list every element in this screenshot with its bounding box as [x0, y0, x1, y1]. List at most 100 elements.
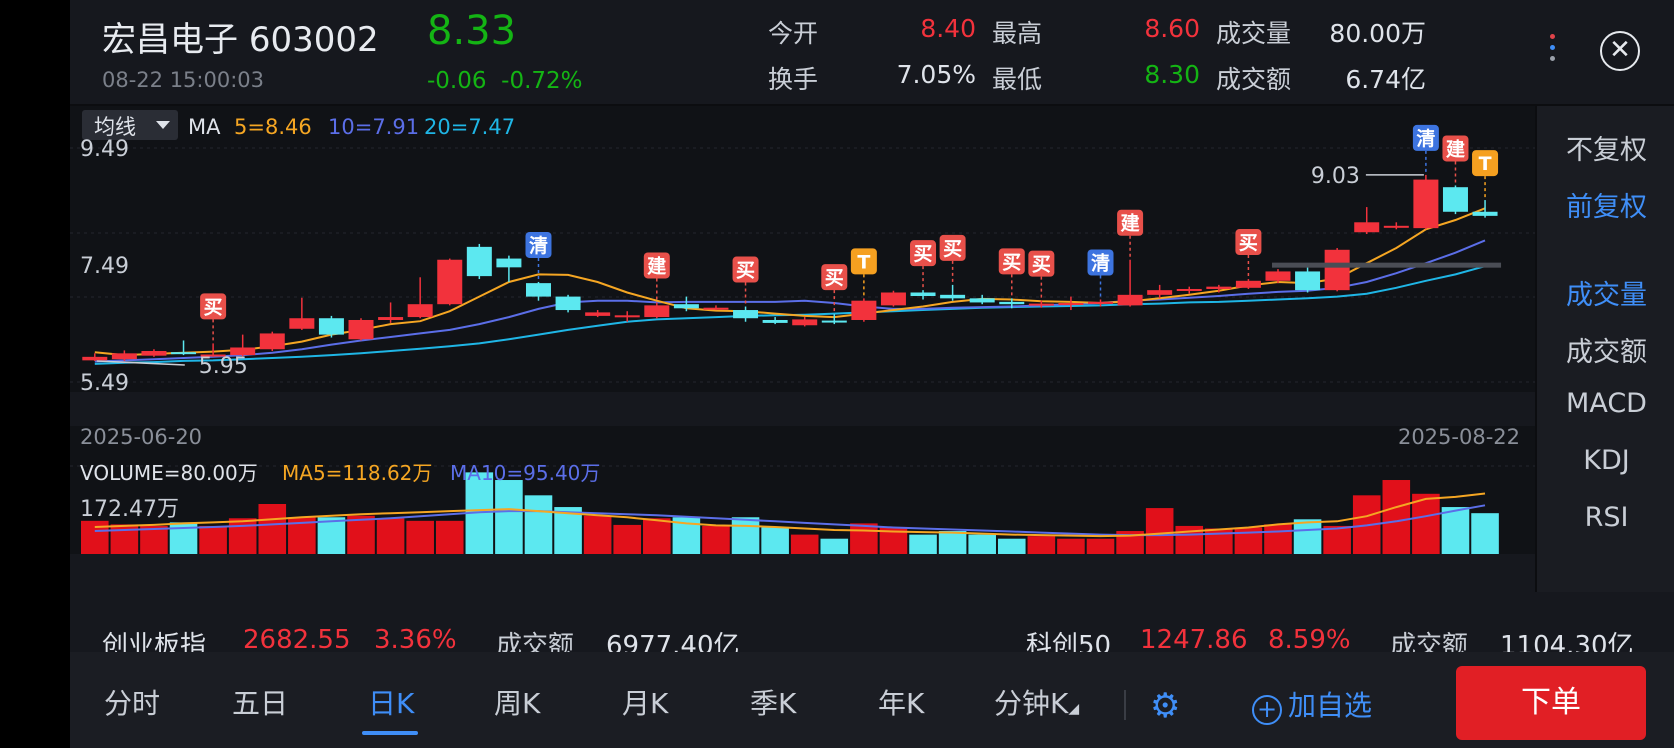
sidebar-item-rsi[interactable]: RSI — [1584, 502, 1629, 533]
tab-five-day[interactable]: 五日 — [232, 687, 289, 720]
quote-label-low: 最低 — [992, 65, 1043, 94]
candle-body — [318, 318, 344, 335]
y-tick-label: 9.49 — [80, 137, 129, 162]
candle — [141, 349, 167, 357]
candle — [1176, 286, 1202, 294]
sidebar-item-macd[interactable]: MACD — [1566, 388, 1647, 419]
signal-badge-label: 买 — [1239, 232, 1258, 254]
volume-panel-mask — [70, 554, 1535, 592]
signal-badge-label: 买 — [825, 267, 844, 289]
ma5-value: 5=8.46 — [234, 115, 312, 139]
candle — [999, 298, 1025, 309]
signal-badge-label: 建 — [1121, 212, 1140, 235]
candle-body — [1117, 294, 1143, 306]
sidebar-item-amount[interactable]: 成交额 — [1566, 337, 1647, 368]
candle-body — [703, 307, 729, 310]
candle-body — [1147, 290, 1173, 295]
index-pct-2: 8.59% — [1268, 625, 1351, 655]
gear-icon[interactable]: ⚙ — [1150, 686, 1181, 726]
candle — [1324, 248, 1350, 292]
candle — [1442, 185, 1468, 215]
candle-body — [1176, 288, 1202, 291]
tab-intraday[interactable]: 分时 — [104, 687, 161, 720]
candle-body — [496, 258, 522, 268]
volume-bar — [938, 531, 967, 554]
volume-bar — [1471, 513, 1499, 554]
close-icon[interactable]: ✕ — [1600, 31, 1640, 71]
candle — [1147, 284, 1173, 299]
volume-chart — [70, 472, 1535, 592]
current-price: 8.33 — [427, 8, 517, 54]
candle — [466, 243, 492, 280]
tab-quarterly-k[interactable]: 季K — [750, 687, 797, 720]
sidebar-item-no-adjust[interactable]: 不复权 — [1566, 135, 1647, 166]
candle-body — [1472, 211, 1498, 216]
volume-bar — [731, 517, 760, 554]
tab-minute-k[interactable]: 分钟K◢ — [994, 682, 1079, 722]
signal-badge-label: 清 — [1416, 127, 1435, 150]
add-favorite-button[interactable]: + 加自选 — [1252, 684, 1372, 725]
quote-label-open: 今开 — [768, 19, 819, 48]
signal-badge-label: 买 — [204, 296, 223, 318]
candle — [259, 331, 285, 351]
candle-body — [1442, 187, 1468, 212]
volume-bar — [850, 523, 878, 554]
signal-badge-bg — [1028, 250, 1055, 277]
volume-bar — [495, 480, 523, 554]
add-favorite-label: 加自选 — [1288, 689, 1373, 722]
candle-body — [614, 315, 640, 318]
candle — [762, 317, 788, 325]
signal-badge-bg — [998, 248, 1025, 275]
tab-yearly-k[interactable]: 年K — [878, 687, 925, 720]
candle — [496, 255, 522, 282]
ma20-value: 20=7.47 — [424, 115, 515, 139]
signal-badge-label: 买 — [736, 260, 755, 282]
place-order-button[interactable]: 下单 — [1456, 666, 1646, 740]
candle-body — [466, 246, 492, 277]
signal-badge: 清 — [1087, 249, 1114, 298]
sidebar-item-kdj[interactable]: KDJ — [1583, 445, 1630, 476]
volume-bar — [258, 503, 287, 554]
candle-body — [141, 350, 167, 356]
signal-badge: 建 — [1442, 135, 1469, 184]
volume-bar — [524, 495, 553, 554]
signal-badge-bg — [821, 264, 848, 291]
price-change: -0.06 -0.72% — [427, 68, 583, 94]
signal-badge-bg — [1442, 135, 1469, 162]
sidebar-item-forward-adjust[interactable]: 前复权 — [1566, 192, 1647, 223]
signal-badge-bg — [732, 256, 759, 283]
sidebar-item-volume[interactable]: 成交量 — [1566, 280, 1647, 311]
vol-ma5-line — [94, 492, 1486, 538]
signal-badge-bg — [200, 293, 227, 320]
kline-chart[interactable]: 买清建买买T 买买买买清建买清 建T 9.035.95均线 MA 5=8.46 10=7.… — [70, 106, 1535, 592]
tab-minute-k-label: 分钟K — [994, 687, 1069, 720]
high-marker-label: 9.03 — [1311, 164, 1360, 189]
tab-monthly-k[interactable]: 月K — [622, 687, 669, 720]
candle — [378, 302, 404, 323]
more-dots-icon[interactable] — [1550, 34, 1556, 67]
quote-label-amount: 成交额 — [1216, 65, 1292, 94]
candle-body — [821, 320, 847, 323]
ma10-line — [94, 239, 1486, 363]
candle-body — [289, 318, 315, 329]
low-marker-label: 5.95 — [199, 354, 248, 379]
candle-body — [1028, 303, 1054, 306]
volume-bar — [554, 507, 582, 554]
change-amount: -0.06 — [427, 68, 487, 94]
volume-bar — [997, 538, 1026, 554]
tab-daily-k[interactable]: 日K — [368, 687, 415, 720]
candle-body — [1206, 286, 1232, 289]
candle — [910, 290, 936, 300]
index-ticker-bar[interactable]: 创业板指 2682.55 3.36% 成交额 6977.40亿 科创50 124… — [70, 597, 1674, 661]
candle-body — [733, 310, 759, 319]
plus-circle-icon: + — [1252, 695, 1282, 725]
volume-bar — [1264, 524, 1292, 554]
volume-bar — [1412, 493, 1440, 554]
volume-bar — [1441, 507, 1470, 554]
tab-weekly-k[interactable]: 周K — [494, 687, 541, 720]
candle — [555, 294, 581, 313]
quote-value-volume: 80.00万 — [1329, 19, 1426, 48]
candle-body — [1383, 225, 1409, 228]
volume-y-tick-label: 172.47万 — [80, 497, 179, 522]
volume-ma5-label: MA5=118.62万 — [282, 461, 432, 485]
